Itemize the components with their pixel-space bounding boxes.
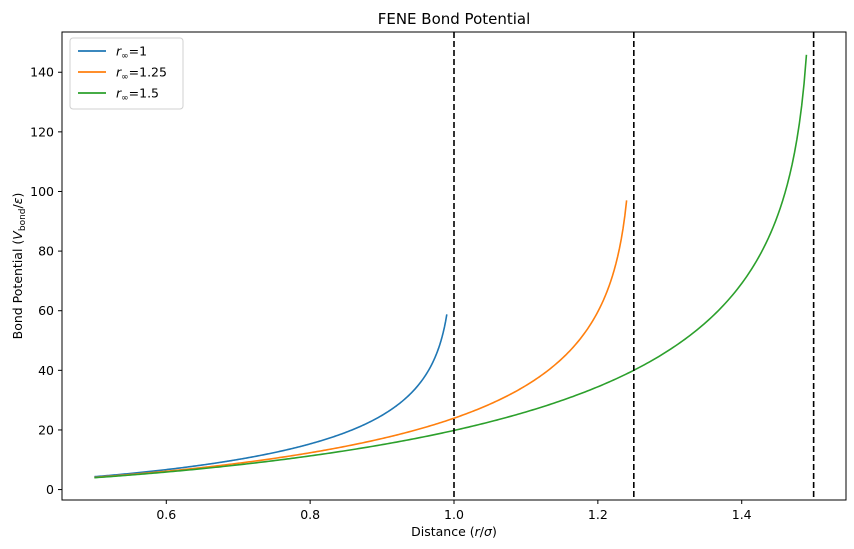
- y-tick-label: 20: [38, 422, 54, 437]
- x-axis: 0.6 0.8 1.0 1.2 1.4: [156, 500, 752, 522]
- y-tick-label: 60: [38, 303, 54, 318]
- y-tick-label: 140: [30, 65, 54, 80]
- chart-title: FENE Bond Potential: [378, 10, 531, 28]
- y-tick-label: 0: [46, 482, 54, 497]
- x-tick-label: 1.2: [588, 507, 608, 522]
- x-tick-label: 1.4: [732, 507, 752, 522]
- series-line-3: [94, 54, 808, 479]
- plot-frame: [61, 31, 847, 501]
- y-tick-label: 120: [30, 124, 54, 139]
- x-tick-label: 1.0: [444, 507, 464, 522]
- x-axis-title: Distance (r/σ): [411, 524, 497, 539]
- legend: r∞=1 r∞=1.25 r∞=1.5: [69, 37, 184, 110]
- y-tick-label: 80: [38, 244, 54, 259]
- y-tick-label: 40: [38, 363, 54, 378]
- series-line-2: [94, 200, 628, 479]
- y-axis-title: Bond Potential (Vbond/ε): [10, 193, 28, 340]
- legend-entry: r∞=1.25: [116, 65, 167, 83]
- y-tick-label: 100: [30, 184, 54, 199]
- x-tick-label: 0.8: [300, 507, 320, 522]
- y-axis: 0 20 40 60 80 100 120 140: [30, 65, 62, 497]
- legend-entry: r∞=1: [116, 44, 147, 62]
- x-tick-label: 0.6: [156, 507, 176, 522]
- series-line-1: [94, 314, 448, 478]
- legend-entry: r∞=1.5: [116, 86, 159, 104]
- legend-box: [69, 37, 184, 110]
